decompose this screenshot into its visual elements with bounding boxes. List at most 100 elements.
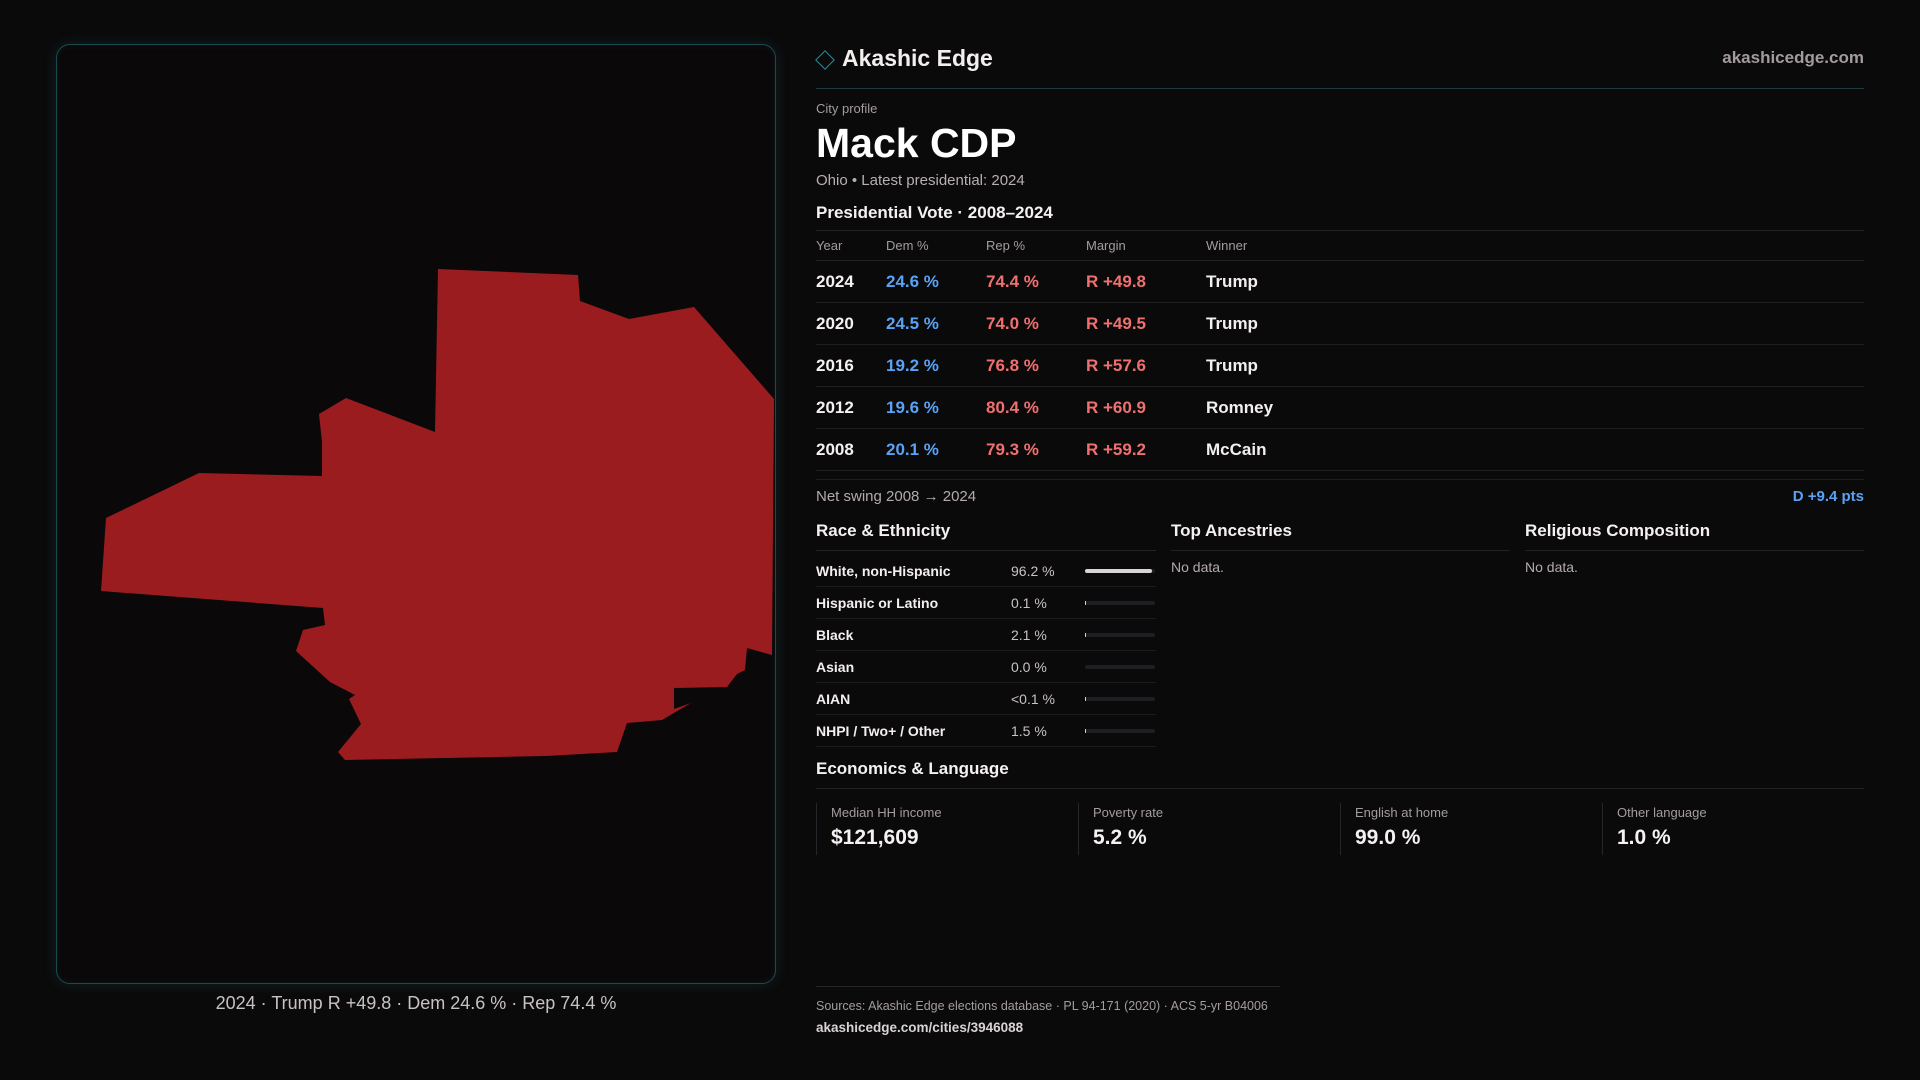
cell-dem: 24.5 %	[886, 302, 986, 345]
cell-dem: 20.1 %	[886, 428, 986, 471]
table-row: 2012 19.6 % 80.4 % R +60.9 Romney	[816, 386, 1864, 429]
header-year: Year	[816, 230, 886, 261]
race-bar	[1085, 664, 1155, 669]
stat-label: Median HH income	[831, 805, 942, 820]
presidential-vote-title: Presidential Vote · 2008–2024	[816, 203, 1053, 222]
race-label: Asian	[816, 658, 855, 675]
race-value: <0.1 %	[1011, 690, 1055, 707]
religion-empty-text: No data.	[1525, 559, 1578, 575]
race-ethnicity-panel: Race & Ethnicity White, non-Hispanic 96.…	[816, 521, 1156, 747]
city-profile-content: Akashic Edge akashicedge.com City profil…	[815, 40, 1864, 855]
cell-winner: Romney	[1206, 386, 1864, 429]
race-label: Black	[816, 626, 854, 643]
economics-grid: Median HH income $121,609 Poverty rate 5…	[816, 803, 1864, 855]
cell-winner: Trump	[1206, 344, 1864, 387]
brand-name: Akashic Edge	[842, 44, 993, 71]
race-label: AIAN	[816, 690, 851, 707]
table-row: 2016 19.2 % 76.8 % R +57.6 Trump	[816, 344, 1864, 387]
race-bar-fill	[1085, 568, 1152, 573]
sources-footer: Sources: Akashic Edge elections database…	[816, 986, 1280, 1035]
cell-margin: R +49.5	[1086, 302, 1206, 345]
race-bar	[1085, 728, 1155, 733]
cell-dem: 19.6 %	[886, 386, 986, 429]
race-value: 0.0 %	[1011, 658, 1047, 675]
city-boundary-shape	[101, 269, 774, 760]
cell-margin: R +57.6	[1086, 344, 1206, 387]
top-ancestries-panel: Top Ancestries No data.	[1171, 521, 1510, 747]
cell-margin: R +60.9	[1086, 386, 1206, 429]
cell-rep: 79.3 %	[986, 428, 1086, 471]
race-label: Hispanic or Latino	[816, 594, 939, 611]
religious-composition-title: Religious Composition	[1525, 521, 1864, 551]
race-label: White, non-Hispanic	[816, 562, 951, 579]
cell-rep: 74.0 %	[986, 302, 1086, 345]
stat-value: 1.0 %	[1617, 826, 1671, 849]
cell-margin: R +59.2	[1086, 428, 1206, 471]
page-eyebrow: City profile	[816, 101, 878, 116]
stat-value: 99.0 %	[1355, 826, 1421, 849]
cell-rep: 80.4 %	[986, 386, 1086, 429]
race-value: 1.5 %	[1011, 722, 1047, 739]
table-header-row: Year Dem % Rep % Margin Winner	[816, 230, 1864, 261]
cell-winner: McCain	[1206, 428, 1864, 471]
list-item: Hispanic or Latino 0.1 %	[816, 587, 1156, 619]
race-bar	[1085, 600, 1155, 605]
table-row: 2008 20.1 % 79.3 % R +59.2 McCain	[816, 428, 1864, 471]
list-item: AIAN <0.1 %	[816, 683, 1156, 715]
presidential-vote-table: Year Dem % Rep % Margin Winner 2024 24.6…	[816, 230, 1864, 471]
brand[interactable]: Akashic Edge	[815, 44, 993, 72]
stat-value: 5.2 %	[1093, 826, 1147, 849]
brand-header: Akashic Edge akashicedge.com	[815, 40, 1864, 76]
demographics-section: Race & Ethnicity White, non-Hispanic 96.…	[816, 521, 1864, 747]
religious-composition-panel: Religious Composition No data.	[1525, 521, 1864, 747]
race-bar-fill	[1085, 728, 1086, 733]
cell-dem: 19.2 %	[886, 344, 986, 387]
header-divider	[816, 88, 1864, 89]
race-value: 0.1 %	[1011, 594, 1047, 611]
diamond-logo-icon	[815, 50, 835, 70]
page-subtitle: Ohio • Latest presidential: 2024	[816, 172, 1025, 189]
header-winner: Winner	[1206, 230, 1864, 261]
stat-label: Other language	[1617, 805, 1707, 820]
page-title: Mack CDP	[816, 120, 1017, 166]
stat-english-at-home: English at home 99.0 %	[1340, 803, 1602, 855]
cell-rep: 76.8 %	[986, 344, 1086, 387]
stat-label: Poverty rate	[1093, 805, 1164, 820]
cell-winner: Trump	[1206, 302, 1864, 345]
race-bar-fill	[1085, 600, 1086, 605]
cell-rep: 74.4 %	[986, 260, 1086, 303]
map-panel[interactable]	[56, 44, 776, 984]
race-value: 96.2 %	[1011, 562, 1055, 579]
table-row: 2020 24.5 % 74.0 % R +49.5 Trump	[816, 302, 1864, 345]
cell-winner: Trump	[1206, 260, 1864, 303]
city-boundary-map	[101, 269, 774, 760]
stat-other-language: Other language 1.0 %	[1602, 803, 1864, 855]
cell-year: 2012	[816, 386, 886, 429]
header-margin: Margin	[1086, 230, 1206, 261]
table-row: 2024 24.6 % 74.4 % R +49.8 Trump	[816, 260, 1864, 303]
cell-year: 2016	[816, 344, 886, 387]
cell-year: 2020	[816, 302, 886, 345]
sources-text: Sources: Akashic Edge elections database…	[816, 999, 1268, 1013]
ancestries-empty-text: No data.	[1171, 559, 1224, 575]
race-bar	[1085, 696, 1155, 701]
cell-margin: R +49.8	[1086, 260, 1206, 303]
stat-median-income: Median HH income $121,609	[816, 803, 1078, 855]
economics-language-title: Economics & Language	[816, 759, 1864, 789]
source-url-link[interactable]: akashicedge.com/cities/3946088	[816, 1020, 1024, 1035]
map-caption: 2024 · Trump R +49.8 · Dem 24.6 % · Rep …	[215, 993, 617, 1013]
cell-dem: 24.6 %	[886, 260, 986, 303]
stat-label: English at home	[1355, 805, 1449, 820]
net-swing-label: Net swing 2008 → 2024	[816, 488, 977, 505]
race-bar	[1085, 632, 1155, 637]
top-ancestries-title: Top Ancestries	[1171, 521, 1510, 551]
header-rep: Rep %	[986, 230, 1086, 261]
race-bar-fill	[1085, 696, 1086, 701]
brand-url-link[interactable]: akashicedge.com	[1722, 48, 1864, 67]
stat-poverty-rate: Poverty rate 5.2 %	[1078, 803, 1340, 855]
list-item: NHPI / Two+ / Other 1.5 %	[816, 715, 1156, 747]
net-swing-value: D +9.4 pts	[1792, 488, 1864, 505]
race-list: White, non-Hispanic 96.2 % Hispanic or L…	[816, 555, 1156, 747]
race-bar	[1085, 568, 1155, 573]
cell-year: 2024	[816, 260, 886, 303]
